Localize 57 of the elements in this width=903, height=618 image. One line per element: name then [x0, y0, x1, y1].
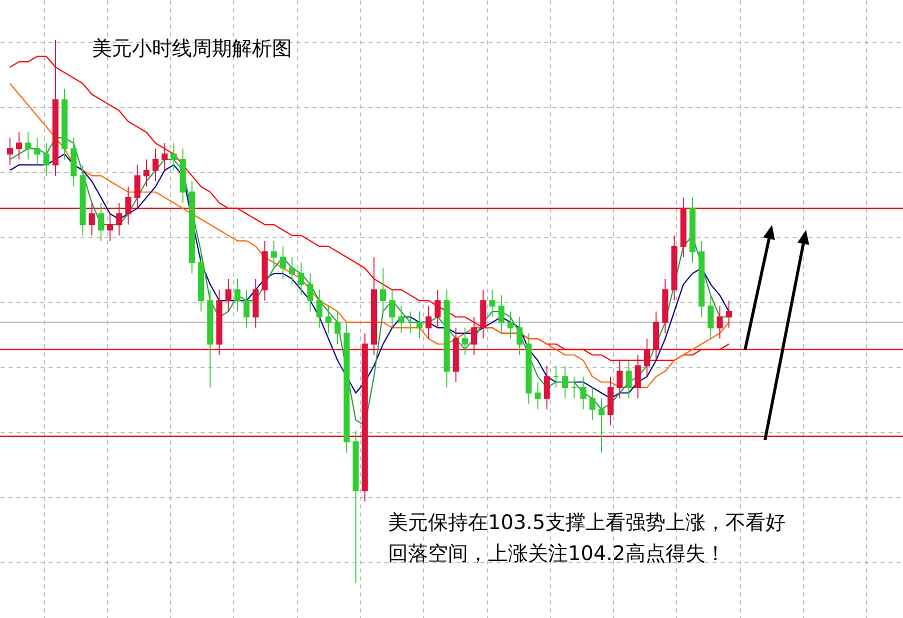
candlestick — [398, 306, 404, 334]
candlestick — [152, 148, 159, 182]
candlestick — [307, 272, 314, 312]
candlestick — [325, 306, 332, 334]
candlestick — [380, 268, 386, 312]
candlestick — [489, 289, 496, 318]
candlestick — [25, 132, 32, 160]
candlestick — [716, 306, 723, 340]
candlestick — [562, 365, 568, 399]
candlestick — [316, 289, 322, 328]
candlestick — [589, 387, 596, 421]
candlestick — [43, 142, 50, 176]
candlestick — [88, 202, 95, 236]
chart-title: 美元小时线周期解析图 — [92, 36, 292, 60]
candlestick — [125, 186, 132, 226]
candlestick — [334, 311, 341, 345]
candlestick — [726, 300, 732, 328]
candlestick — [634, 354, 641, 399]
candlestick — [270, 240, 277, 269]
candlestick — [616, 360, 623, 399]
candlestick — [16, 132, 22, 160]
candlestick — [407, 311, 414, 334]
candlestick — [498, 294, 504, 334]
candlestick — [234, 278, 240, 312]
candlestick — [225, 278, 232, 312]
candlestick — [471, 316, 478, 356]
candlestick — [552, 365, 560, 388]
candlestick — [534, 382, 541, 410]
candlestick — [416, 311, 423, 340]
candlestick — [708, 294, 714, 340]
candlestick — [298, 262, 304, 296]
candlestick — [571, 376, 578, 399]
candlestick — [34, 137, 40, 166]
candlestick — [289, 256, 296, 285]
candlestick — [580, 376, 586, 410]
candlestick — [426, 306, 432, 340]
candlestick — [244, 289, 250, 328]
candlestick — [644, 338, 650, 378]
candlestick — [626, 360, 632, 399]
annotation: 美元保持在103.5支撑上看强势上涨，不看好 — [388, 510, 786, 534]
candlestick — [280, 246, 286, 280]
candlestick — [98, 202, 104, 242]
candlestick — [143, 158, 150, 188]
candlestick — [507, 311, 514, 340]
candlestick — [544, 365, 550, 410]
candlestick — [162, 142, 168, 171]
candlestick — [134, 164, 140, 209]
candlestick — [6, 137, 13, 166]
candlestick — [170, 142, 177, 171]
candlestick — [434, 289, 441, 328]
candlestick — [389, 289, 396, 328]
candlestick — [116, 202, 122, 236]
annotation: 回落空间，上涨关注104.2高点得失！ — [388, 541, 726, 565]
candlestick — [516, 316, 523, 356]
candlestick — [598, 398, 605, 454]
candlestick — [462, 327, 468, 356]
candlestick — [107, 213, 114, 242]
